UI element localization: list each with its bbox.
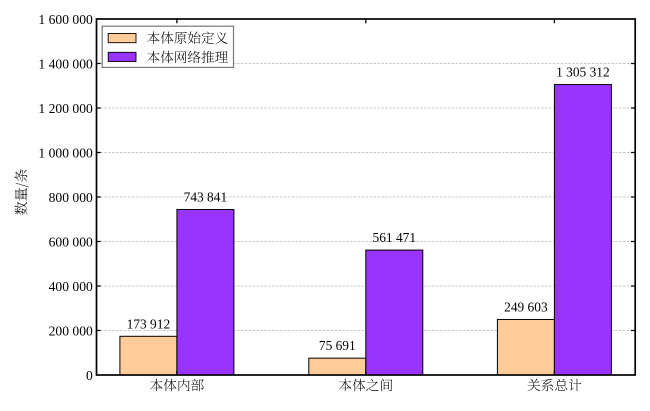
- svg-text:743 841: 743 841: [184, 190, 228, 205]
- svg-text:1 000 000: 1 000 000: [38, 145, 93, 160]
- svg-text:1 200 000: 1 200 000: [38, 101, 93, 116]
- svg-text:200 000: 200 000: [49, 323, 93, 338]
- svg-text:173 912: 173 912: [127, 316, 171, 331]
- svg-text:600 000: 600 000: [49, 234, 93, 249]
- svg-text:75 691: 75 691: [319, 338, 356, 353]
- svg-text:1 400 000: 1 400 000: [38, 56, 93, 71]
- svg-text:561 471: 561 471: [373, 230, 417, 245]
- svg-text:249 603: 249 603: [504, 299, 548, 314]
- svg-text:400 000: 400 000: [49, 279, 93, 294]
- svg-text:800 000: 800 000: [49, 190, 93, 205]
- svg-text:0: 0: [86, 368, 93, 383]
- svg-text:1 305 312: 1 305 312: [556, 65, 610, 80]
- svg-text:1 600 000: 1 600 000: [38, 12, 93, 27]
